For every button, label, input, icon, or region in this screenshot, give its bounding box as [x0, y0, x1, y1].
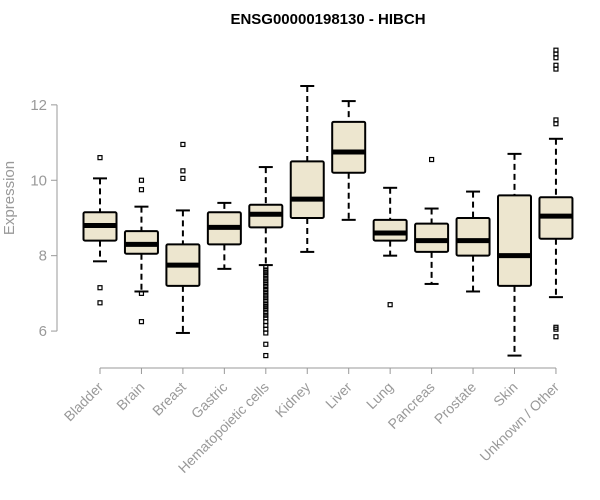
x-tick-label: Breast [149, 379, 189, 419]
outlier-point [263, 278, 269, 284]
box-iqr [331, 120, 367, 174]
y-axis-label: Expression [1, 161, 18, 235]
outlier-point [263, 309, 269, 315]
chart-title: ENSG00000198130 - HIBCH [230, 11, 425, 28]
outlier-point [553, 121, 559, 127]
box-4 [248, 166, 284, 359]
box-group [82, 47, 574, 359]
outlier-point [263, 312, 269, 318]
outlier-point [429, 156, 435, 163]
outlier-point [263, 267, 269, 273]
outlier-point [97, 285, 103, 291]
box-iqr [372, 218, 408, 242]
box-0 [82, 155, 118, 306]
box-iqr [289, 160, 325, 219]
box-9 [455, 190, 491, 293]
outlier-point [263, 295, 269, 301]
x-tick-label: Brain [113, 379, 147, 413]
outlier-point [263, 298, 269, 304]
outlier-point [138, 319, 145, 325]
outlier-point [180, 168, 186, 174]
outlier-point [263, 301, 269, 307]
y-tick-label: 12 [30, 97, 47, 114]
outlier-point [553, 55, 559, 61]
outlier-point [263, 289, 269, 295]
y-axis: 6 8 10 12 [30, 97, 58, 340]
box-iqr [414, 222, 450, 253]
outlier-point [97, 300, 103, 306]
outlier-point [263, 270, 269, 276]
outlier-point [263, 306, 269, 312]
y-tick-label: 8 [39, 248, 47, 265]
x-tick-label: Kidney [272, 379, 314, 421]
box-iqr [497, 194, 532, 287]
outlier-point [180, 141, 186, 148]
outlier-point [263, 264, 269, 270]
box-iqr [455, 216, 491, 257]
box-7 [372, 186, 408, 308]
outlier-point [97, 155, 103, 161]
outlier-point [263, 272, 269, 278]
box-10 [497, 152, 532, 357]
box-2 [165, 141, 201, 334]
x-tick-label: Skin [490, 379, 521, 410]
outlier-point [138, 187, 145, 193]
box-3 [206, 201, 242, 270]
outlier-point [263, 292, 269, 298]
box-5 [289, 85, 325, 253]
outlier-point [263, 341, 269, 347]
box-11 [538, 47, 574, 340]
box-6 [331, 100, 367, 221]
x-tick-label: Liver [322, 379, 355, 412]
y-tick-label: 10 [30, 172, 47, 189]
outlier-point [553, 66, 559, 72]
outlier-point [180, 175, 186, 181]
outlier-point [553, 326, 559, 332]
outlier-point [263, 281, 269, 287]
outlier-point [138, 177, 145, 183]
outlier-point [138, 290, 145, 296]
y-tick-label: 6 [39, 323, 47, 340]
x-tick-label: Lung [363, 379, 396, 412]
outlier-point [263, 330, 269, 336]
x-tick-label: Unknown / Other [476, 379, 562, 465]
outlier-point [263, 283, 269, 290]
x-tick-label: Bladder [61, 379, 107, 425]
box-1 [123, 177, 159, 325]
outlier-point [263, 303, 269, 310]
outlier-point [387, 302, 393, 308]
x-tick-label: Prostate [431, 379, 479, 427]
outlier-point [263, 275, 269, 281]
outlier-point [553, 334, 559, 340]
box-8 [414, 156, 450, 285]
outlier-point [263, 286, 269, 293]
outlier-point [263, 352, 269, 359]
